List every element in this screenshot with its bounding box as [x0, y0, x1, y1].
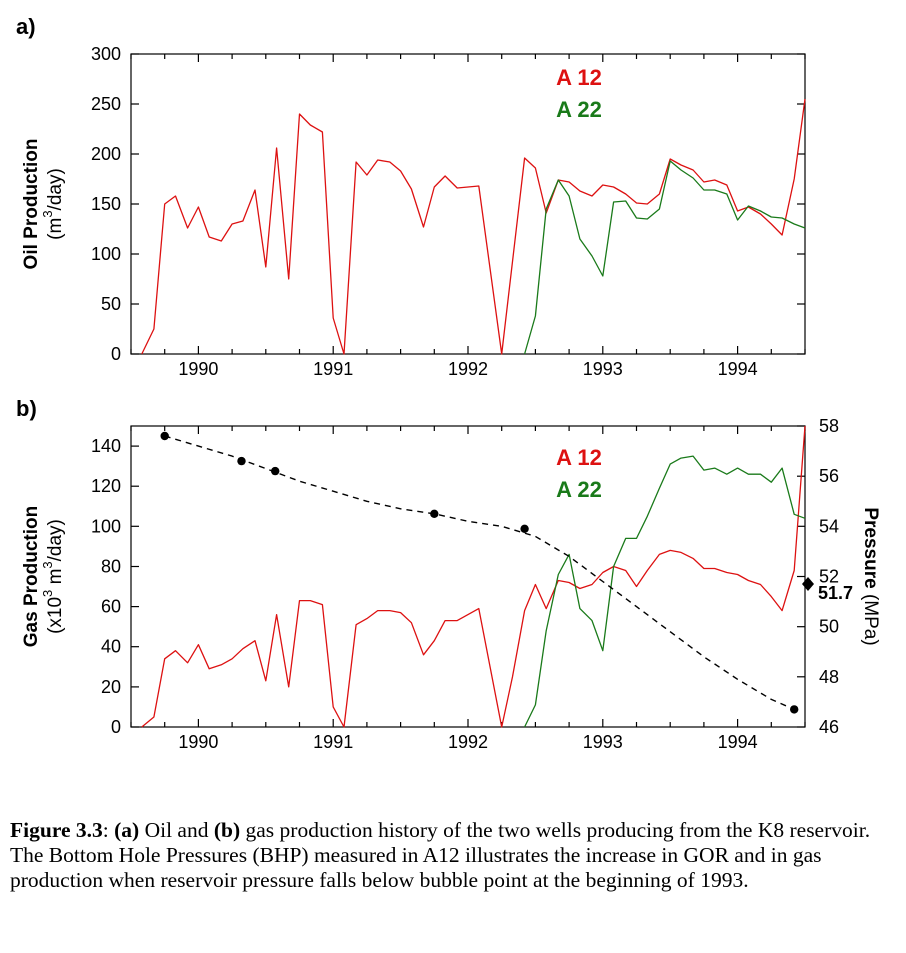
- y-tick-label: 100: [91, 244, 121, 264]
- y-axis-unit: (m3/day): [40, 168, 66, 240]
- x-tick-label: 1993: [583, 732, 623, 752]
- y-tick-label: 20: [101, 677, 121, 697]
- series-line-a12: [141, 98, 806, 355]
- y-tick-label: 250: [91, 94, 121, 114]
- y-unit-part: (x10: [45, 597, 66, 634]
- y-tick-label: 120: [91, 476, 121, 496]
- y-axis-unit: (x103 m3/day): [40, 519, 66, 634]
- y-right-tick-label: 54: [819, 516, 839, 536]
- caption-part1: Oil and: [139, 818, 214, 842]
- legend-a12: A 12: [556, 65, 602, 90]
- pressure-point: [271, 466, 280, 476]
- figure-caption: Figure 3.3: (a) Oil and (b) gas producti…: [10, 818, 900, 893]
- caption-sep: :: [102, 818, 115, 842]
- y-tick-label: 200: [91, 144, 121, 164]
- panel-label: a): [16, 14, 36, 39]
- y-tick-label: 300: [91, 44, 121, 64]
- caption-label: Figure 3.3: [10, 818, 103, 842]
- y-right-title-main: Pressure: [860, 507, 881, 588]
- y-tick-label: 100: [91, 516, 121, 536]
- y-unit-part: /day): [45, 519, 66, 561]
- y-right-tick-label: 58: [819, 416, 839, 436]
- y-right-title-unit: (MPa): [860, 589, 881, 646]
- pressure-annotation: 51.7: [818, 583, 853, 603]
- y-right-axis-title: Pressure (MPa): [860, 507, 881, 645]
- caption-a-label: (a): [114, 818, 140, 842]
- x-tick-label: 1991: [313, 359, 353, 379]
- y-tick-label: 150: [91, 194, 121, 214]
- x-tick-label: 1994: [718, 359, 758, 379]
- pressure-point: [237, 456, 246, 466]
- series-line-a22: [523, 160, 806, 355]
- y-tick-label: 0: [111, 344, 121, 364]
- y-right-tick-label: 52: [819, 567, 839, 587]
- y-unit-superscript: 3: [40, 210, 55, 217]
- y-right-tick-label: 56: [819, 466, 839, 486]
- x-tick-label: 1990: [178, 732, 218, 752]
- plot-frame: [130, 53, 806, 355]
- legend-a12: A 12: [556, 445, 602, 470]
- y-right-tick-label: 50: [819, 617, 839, 637]
- series-line-bhp: [164, 435, 795, 711]
- x-tick-label: 1991: [313, 732, 353, 752]
- caption-b-label: (b): [213, 818, 241, 842]
- y-tick-label: 80: [101, 557, 121, 577]
- y-axis-title: Oil Production: [21, 139, 42, 270]
- legend-a22: A 22: [556, 97, 602, 122]
- x-tick-label: 1993: [583, 359, 623, 379]
- y-axis-title: Gas Production: [21, 506, 42, 647]
- x-tick-label: 1990: [178, 359, 218, 379]
- legend-a22: A 22: [556, 477, 602, 502]
- series-line-a12: [141, 425, 806, 728]
- x-tick-label: 1992: [448, 359, 488, 379]
- y-unit-superscript: 3: [40, 561, 55, 568]
- x-tick-label: 1992: [448, 732, 488, 752]
- y-tick-label: 40: [101, 637, 121, 657]
- y-tick-label: 0: [111, 717, 121, 737]
- y-tick-label: 50: [101, 294, 121, 314]
- plot-frame: [130, 425, 806, 728]
- y-tick-label: 140: [91, 436, 121, 456]
- chart-panel-a: a) 0 50 100 150 200 250 300 1990 1991 1992 1993 1994…: [16, 14, 806, 379]
- y-unit-part: /day): [45, 168, 66, 210]
- pressure-point: [430, 509, 439, 518]
- y-unit-part: (m: [45, 218, 66, 240]
- y-tick-label: 60: [101, 597, 121, 617]
- panel-label: b): [16, 396, 37, 421]
- series-line-a22: [524, 455, 806, 728]
- pressure-point: [790, 705, 799, 714]
- x-tick-label: 1994: [718, 732, 758, 752]
- y-right-tick-label: 46: [819, 717, 839, 737]
- y-unit-part: m: [45, 569, 66, 590]
- y-right-tick-label: 48: [819, 667, 839, 687]
- pressure-point: [520, 524, 529, 533]
- pressure-point: [160, 431, 169, 441]
- chart-panel-b: b) 0 20 40 60 80 100 120 140 46 48 50 52 54 56 58 1990 19…: [16, 396, 881, 752]
- pressure-marker-diamond: [802, 577, 814, 591]
- caption-part2: gas production history of the two wells …: [10, 818, 871, 892]
- y-unit-superscript: 3: [40, 590, 55, 597]
